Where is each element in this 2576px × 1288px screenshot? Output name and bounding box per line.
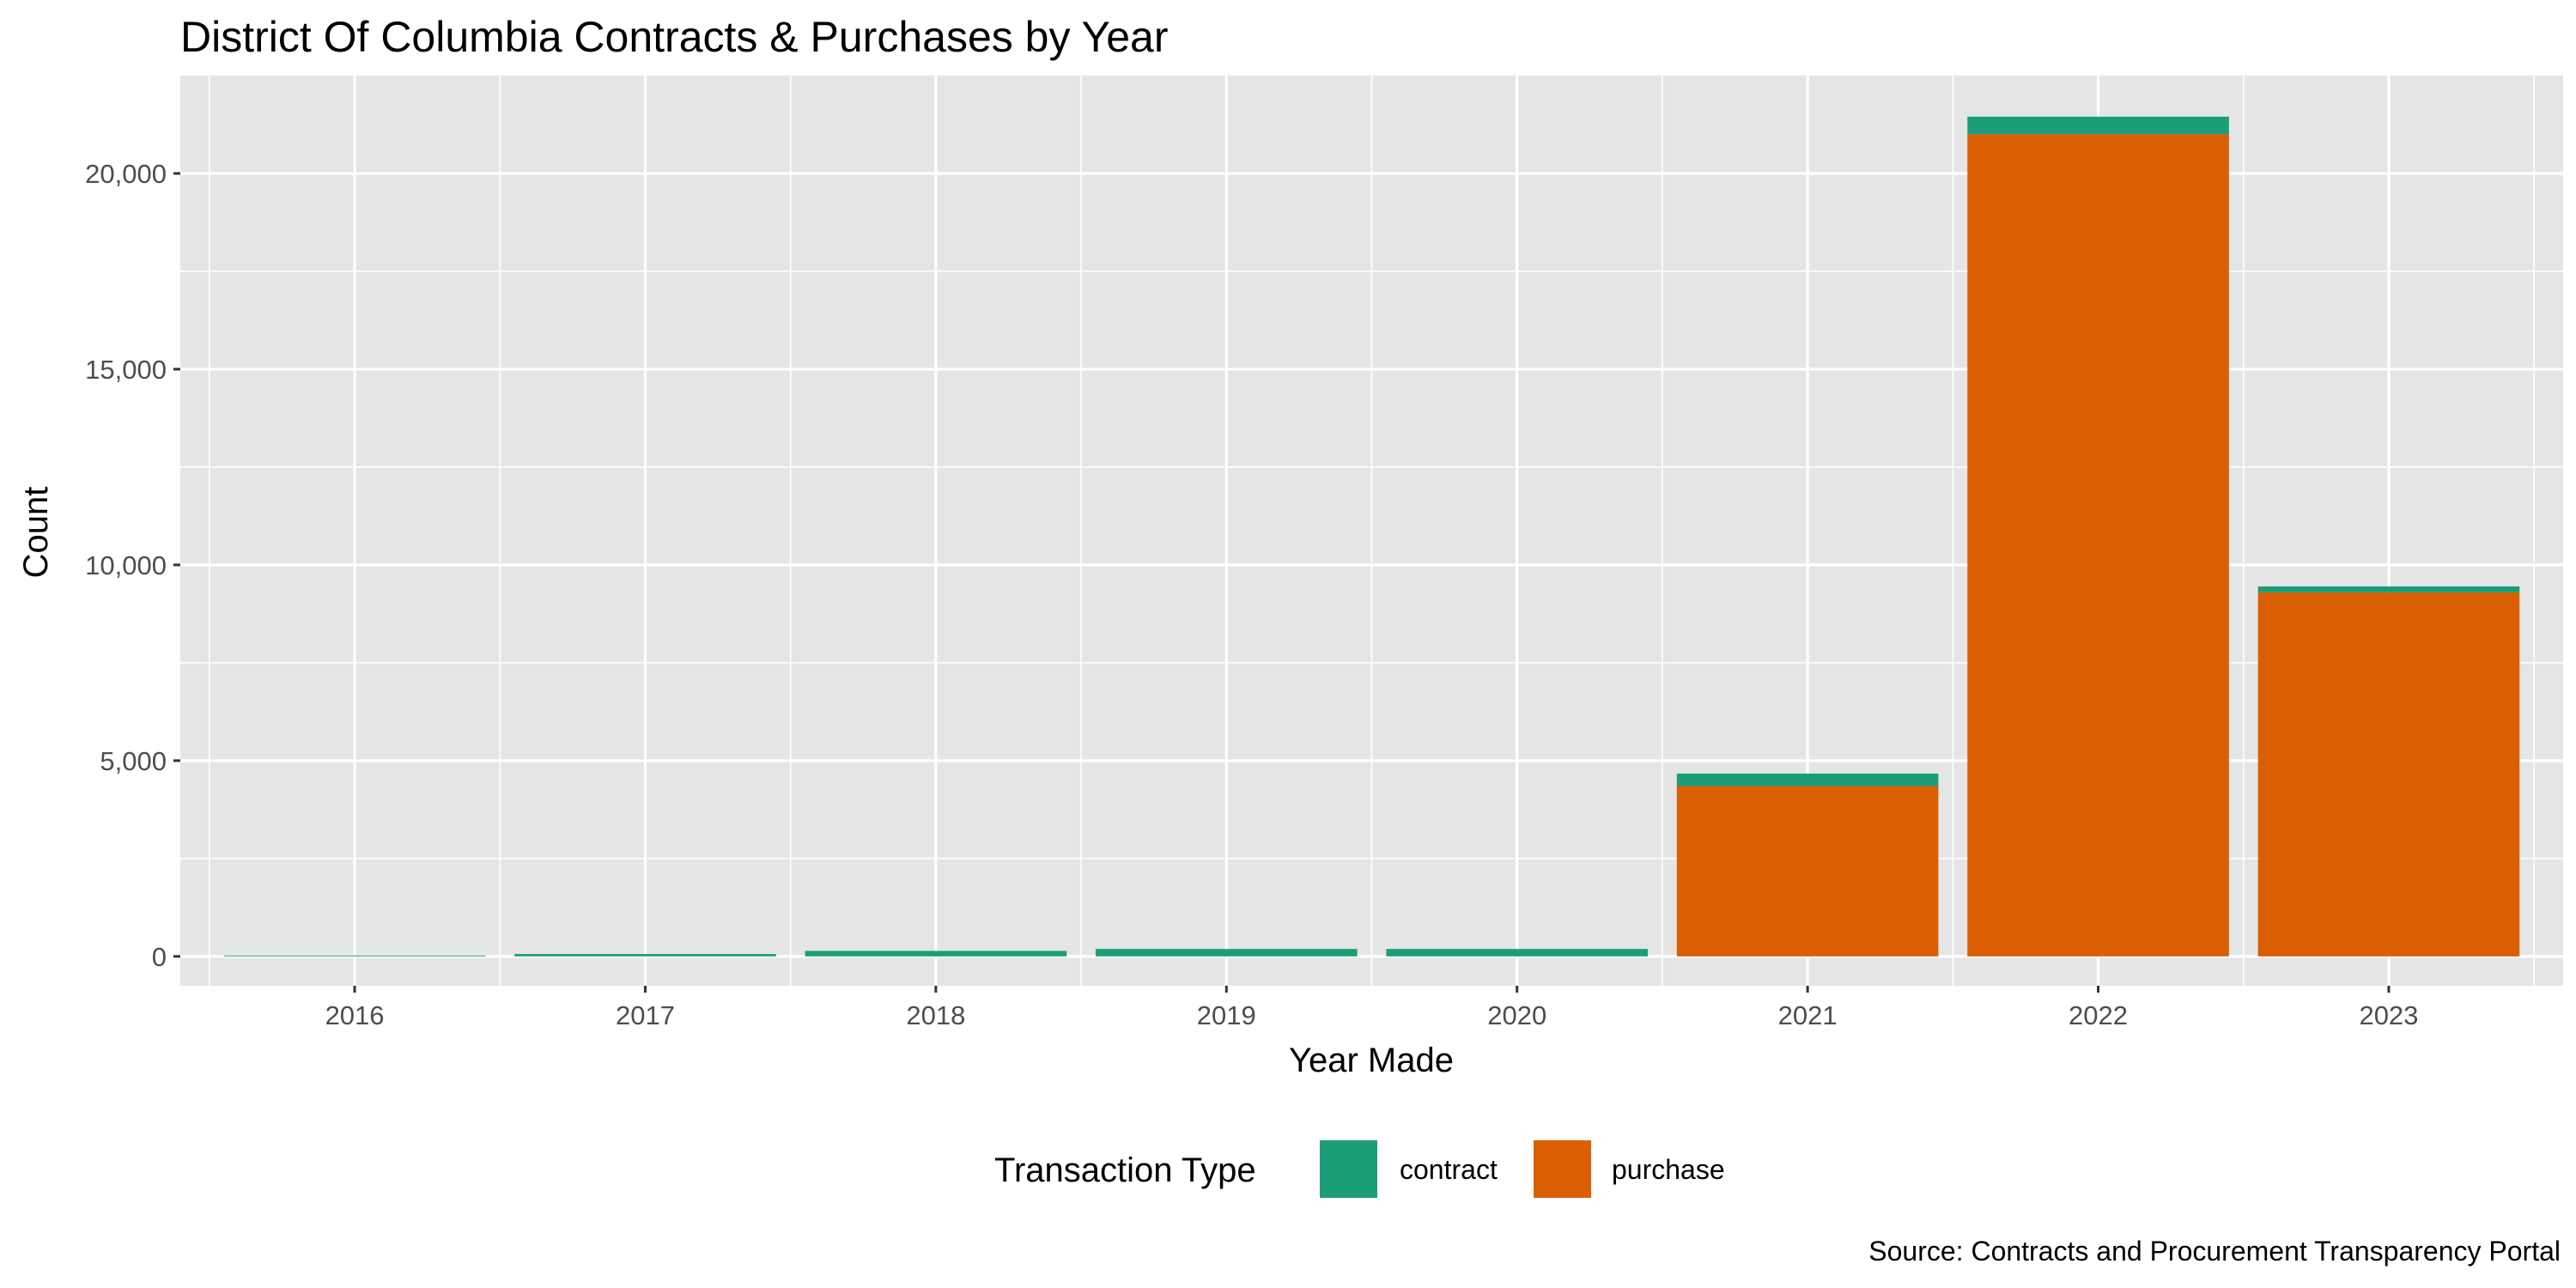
x-tick-label: 2020 xyxy=(1487,1000,1546,1030)
y-tick-label: 20,000 xyxy=(85,159,167,189)
y-tick-label: 10,000 xyxy=(85,550,167,580)
x-tick-label: 2018 xyxy=(906,1000,965,1030)
chart-title: District Of Columbia Contracts & Purchas… xyxy=(180,13,1168,61)
bar-purchase-2023 xyxy=(2257,592,2520,957)
legend-label-contract: contract xyxy=(1400,1154,1498,1185)
x-tick-label: 2022 xyxy=(2069,1000,2128,1030)
legend-key-contract xyxy=(1320,1140,1377,1198)
source-caption: Source: Contracts and Procurement Transp… xyxy=(1868,1236,2561,1267)
x-axis-title: Year Made xyxy=(1289,1042,1454,1079)
x-tick-label: 2017 xyxy=(616,1000,675,1030)
x-tick-label: 2021 xyxy=(1778,1000,1838,1030)
bar-contract-2017 xyxy=(514,954,776,957)
bar-contract-2022 xyxy=(1967,116,2229,135)
bar-purchase-2021 xyxy=(1676,786,1939,957)
x-tick-label: 2023 xyxy=(2359,1000,2418,1030)
bar-contract-2019 xyxy=(1096,949,1358,957)
bar-contract-2016 xyxy=(223,955,486,957)
legend-label-purchase: purchase xyxy=(1612,1154,1725,1185)
legend-key-purchase xyxy=(1534,1140,1591,1198)
bar-contract-2021 xyxy=(1676,773,1939,787)
y-tick-label: 5,000 xyxy=(100,746,167,776)
x-tick-label: 2016 xyxy=(325,1000,385,1030)
legend-title: Transaction Type xyxy=(994,1151,1256,1189)
x-tick-label: 2019 xyxy=(1197,1000,1256,1030)
bar-contract-2023 xyxy=(2257,586,2520,592)
bar-contract-2018 xyxy=(805,951,1067,957)
x-axis: 2016 2017 2018 2019 2020 2021 2022 2023 xyxy=(325,986,2418,1030)
bar-purchase-2022 xyxy=(1967,134,2229,957)
legend: Transaction Type contract purchase xyxy=(994,1140,1725,1198)
y-tick-label: 0 xyxy=(152,942,167,972)
bars xyxy=(223,116,2520,957)
y-axis-title: Count xyxy=(17,487,55,579)
y-tick-label: 15,000 xyxy=(85,355,167,385)
y-axis: 0 5,000 10,000 15,000 20,000 xyxy=(85,159,180,972)
grid-minor xyxy=(180,76,2563,986)
bar-contract-2020 xyxy=(1386,949,1648,957)
